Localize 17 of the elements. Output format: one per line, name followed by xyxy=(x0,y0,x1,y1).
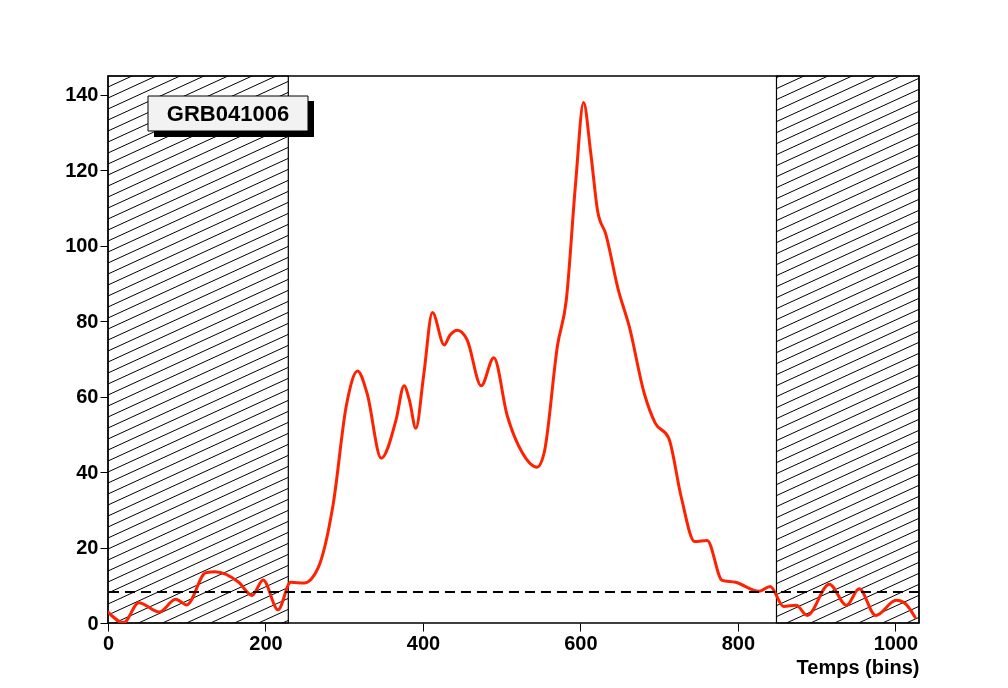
x-tick-label: 200 xyxy=(249,631,283,654)
x-axis-title: Temps (bins) xyxy=(796,655,920,678)
x-tick-label: 400 xyxy=(406,631,441,654)
annotation: GRB041006 xyxy=(166,101,290,126)
y-tick-label: 140 xyxy=(65,83,99,106)
x-tick-label: 600 xyxy=(564,631,598,654)
y-tick-label: 60 xyxy=(76,385,99,408)
y-tick-label: 80 xyxy=(76,309,99,332)
x-tick-label: 800 xyxy=(721,631,756,654)
y-tick-label: 40 xyxy=(76,460,99,483)
y-tick-label: 120 xyxy=(65,158,99,181)
x-tick-label: 1000 xyxy=(873,631,919,654)
y-tick-label: 0 xyxy=(87,611,99,634)
y-tick-label: 100 xyxy=(65,234,99,257)
line-series xyxy=(108,100,917,623)
y-tick-label: 20 xyxy=(76,536,99,559)
x-tick-label: 0 xyxy=(102,631,115,654)
